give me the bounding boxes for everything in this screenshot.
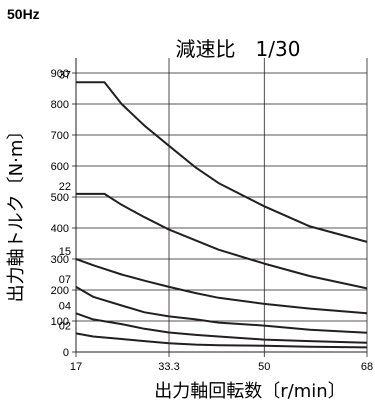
- y-tick-label: 300: [51, 254, 69, 266]
- y-tick-label: 500: [51, 192, 69, 204]
- x-tick-labels: 17 33.3 50 68: [70, 361, 373, 373]
- chart-title: 減速比 1/30: [176, 37, 301, 61]
- series-label-07: 07: [59, 274, 71, 286]
- series-labels: 37 22 15 07 04 02: [59, 69, 71, 332]
- series-line-04: [75, 312, 368, 344]
- x-tick-label: 17: [70, 361, 82, 373]
- x-axis-label: 出力軸回転数〔r/min〕: [154, 381, 345, 402]
- y-tick-label: 700: [51, 130, 69, 142]
- y-tick-label: 800: [51, 99, 69, 111]
- x-tick-label: 68: [361, 361, 373, 373]
- x-tick-label: 33.3: [158, 361, 179, 373]
- series-lines: [75, 81, 368, 349]
- series-line-07: [75, 286, 368, 334]
- series-line-37: [76, 81, 368, 243]
- y-tick-label: 900: [51, 68, 69, 80]
- series-line-22: [76, 192, 368, 290]
- series-label-37: 37: [59, 69, 71, 81]
- series-line-15: [75, 258, 368, 315]
- y-tick-label: 0: [63, 347, 69, 359]
- axes: [72, 58, 368, 357]
- y-tick-label: 600: [51, 161, 69, 173]
- y-tick-label: 100: [51, 316, 69, 328]
- series-label-15: 15: [59, 246, 71, 258]
- y-tick-label: 200: [51, 285, 69, 297]
- frequency-label: 50Hz: [7, 6, 40, 22]
- y-axis-label: 出力軸トルク〔N·m〕: [6, 122, 27, 303]
- y-tick-label: 400: [51, 223, 69, 235]
- y-tick-labels: 0 100 200 300 400 500 600 700 800 900: [51, 68, 69, 359]
- series-label-04: 04: [59, 300, 71, 312]
- x-tick-label: 50: [258, 361, 270, 373]
- series-label-22: 22: [59, 181, 71, 193]
- series-label-02: 02: [59, 320, 71, 332]
- series-line-02: [75, 332, 368, 349]
